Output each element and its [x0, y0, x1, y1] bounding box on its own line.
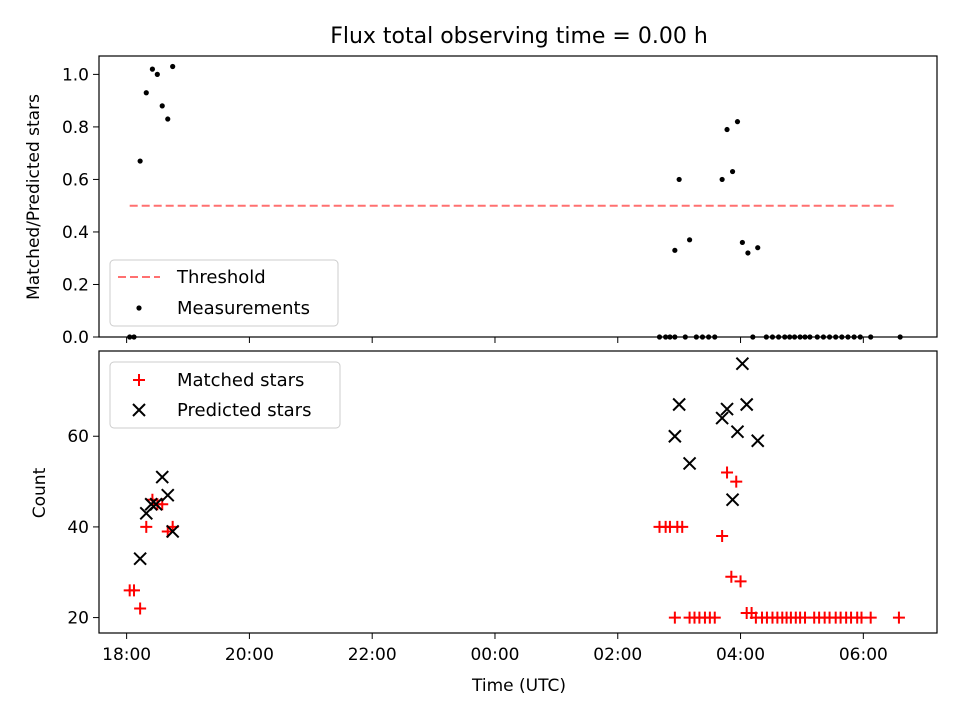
- predicted-legend-label: Predicted stars: [177, 400, 311, 421]
- matched-star-point: [708, 611, 721, 624]
- top-y-tick-label: 1.0: [62, 65, 89, 85]
- predicted-star-point: [730, 424, 745, 439]
- measurement-point: [149, 66, 156, 72]
- top-y-tick-label: 0.4: [62, 223, 89, 243]
- predicted-star-point: [161, 488, 175, 502]
- top-y-axis: 0.0 0.2 0.4 0.6 0.8 1.0: [62, 65, 99, 348]
- measurement-point: [143, 90, 149, 96]
- predicted-star-point: [144, 497, 158, 511]
- bottom-y-tick-label: 20: [67, 609, 89, 629]
- predicted-star-point: [155, 470, 169, 484]
- predicted-star-point: [739, 397, 754, 412]
- top-y-axis-label: Matched/Predicted stars: [24, 94, 44, 300]
- measurement-point: [734, 119, 741, 125]
- bottom-y-tick-label: 40: [67, 518, 89, 538]
- matched-star-point: [676, 520, 689, 533]
- matched-star-point: [127, 584, 140, 597]
- matched-legend-swatch: [133, 374, 145, 386]
- predicted-star-point: [165, 524, 180, 539]
- x-tick-label: 02:00: [593, 645, 642, 665]
- predicted-star-point: [672, 397, 686, 412]
- measurement-point: [724, 126, 730, 133]
- top-x-ticks: [126, 337, 864, 343]
- top-legend-box: [109, 259, 339, 327]
- top-y-tick-label: 0.2: [62, 275, 89, 295]
- stars-layer: [123, 356, 905, 624]
- predicted-legend-swatch: [132, 403, 146, 417]
- matched-star-point: [730, 475, 743, 488]
- measurement-point: [170, 63, 176, 70]
- matched-star-point: [864, 611, 877, 624]
- predicted-star-point: [133, 551, 147, 566]
- predicted-star-point: [668, 429, 682, 443]
- predicted-star-point: [149, 497, 163, 511]
- bottom-legend-box: [109, 361, 341, 429]
- measurements-legend-swatch: [136, 305, 142, 311]
- matched-star-point: [668, 611, 681, 624]
- measurement-point: [672, 247, 678, 253]
- measurement-point: [745, 250, 751, 256]
- measurement-point: [739, 239, 745, 246]
- x-tick-label: 04:00: [716, 645, 765, 665]
- bottom-y-axis-label: Count: [30, 467, 50, 518]
- measurement-point: [686, 237, 693, 243]
- x-tick-label: 00:00: [470, 645, 519, 665]
- bottom-x-axis: 18:00 20:00 22:00 00:00 02:00 04:00 06:00: [102, 633, 888, 665]
- measurements-layer: [127, 63, 903, 340]
- matched-star-point: [725, 570, 738, 583]
- top-legend: Threshold Measurements: [109, 259, 339, 327]
- measurement-point: [137, 158, 143, 164]
- top-y-tick-label: 0.6: [62, 170, 89, 190]
- predicted-star-point: [720, 402, 734, 416]
- matched-star-point: [140, 520, 153, 533]
- x-tick-label: 18:00: [102, 645, 151, 665]
- measurement-point: [676, 176, 682, 183]
- bottom-y-tick-label: 60: [67, 427, 89, 447]
- predicted-star-point: [751, 434, 765, 448]
- x-tick-label: 22:00: [348, 645, 397, 665]
- measurements-legend-label: Measurements: [177, 298, 310, 319]
- x-tick-label: 06:00: [839, 645, 888, 665]
- bottom-legend: Matched stars Predicted stars: [109, 361, 341, 429]
- matched-star-point: [892, 611, 905, 624]
- x-axis-label: Time (UTC): [471, 676, 566, 696]
- measurement-point: [729, 168, 736, 175]
- top-panel: 0.0 0.2 0.4 0.6 0.8 1.0 Matched/Predicted sta…: [24, 55, 938, 348]
- matched-star-point: [734, 575, 747, 588]
- bottom-plot-frame: [98, 350, 938, 634]
- top-y-tick-label: 0.0: [62, 328, 89, 348]
- measurement-point: [165, 116, 171, 122]
- threshold-legend-label: Threshold: [176, 267, 266, 288]
- top-y-tick-label: 0.8: [62, 118, 89, 138]
- predicted-star-point: [715, 411, 729, 425]
- predicted-star-point: [735, 356, 750, 371]
- matched-star-point: [134, 602, 147, 615]
- chart-title: Flux total observing time = 0.00 h: [330, 24, 708, 49]
- predicted-star-point: [682, 456, 697, 471]
- bottom-panel: 20 40 60 18:00 20:00 22:00 00:00 02:00 04:00 06:…: [30, 350, 938, 696]
- measurement-point: [719, 176, 725, 183]
- predicted-star-point: [725, 492, 740, 507]
- measurement-point: [755, 245, 761, 251]
- bottom-y-axis: 20 40 60: [67, 427, 99, 629]
- matched-star-point: [716, 529, 729, 542]
- matched-star-point: [721, 466, 734, 479]
- top-plot-frame: [98, 55, 938, 338]
- measurement-point: [154, 71, 160, 77]
- x-tick-label: 20:00: [225, 645, 274, 665]
- matched-legend-label: Matched stars: [177, 370, 304, 391]
- measurement-point: [159, 103, 165, 109]
